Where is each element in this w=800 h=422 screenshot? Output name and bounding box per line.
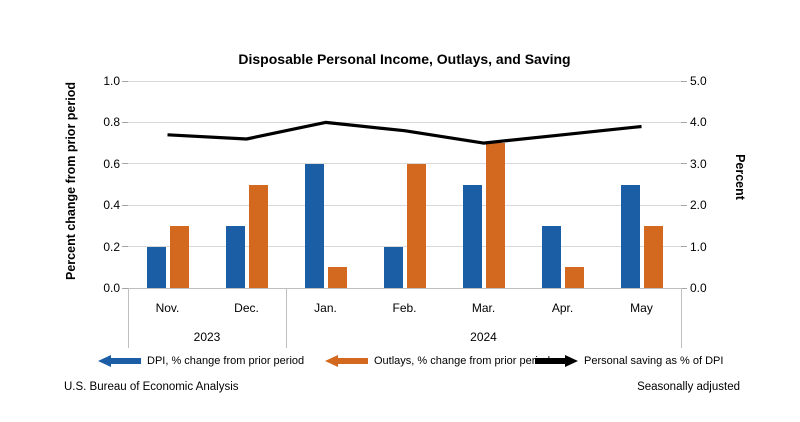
x-axis-label-jan: Jan. <box>314 301 337 315</box>
personal-saving-line <box>167 120 642 145</box>
bar-dpi-jan <box>304 163 324 288</box>
gridline <box>128 246 681 248</box>
left-axis-tick-label: 0.4 <box>103 198 120 213</box>
right-axis-tick-label: 3.0 <box>690 156 707 171</box>
bar-dpi-mar <box>462 184 482 288</box>
left-tick-mark <box>122 287 128 289</box>
bar-dpi-may <box>620 184 640 288</box>
gridline <box>128 204 681 206</box>
category-separator-1 <box>285 288 287 348</box>
chart-title: Disposable Personal Income, Outlays, and… <box>238 51 571 67</box>
left-tick-mark <box>122 204 128 206</box>
left-axis-tick-label: 0.0 <box>103 281 120 295</box>
right-axis-tick-label: 0.0 <box>690 281 707 295</box>
left-axis-tick-label: 0.6 <box>103 156 120 171</box>
bar-dpi-dec <box>225 225 245 288</box>
footer-note: Seasonally adjusted <box>637 381 740 393</box>
bar-outlays-dec <box>248 184 268 288</box>
legend-item-outlays: Outlays, % change from prior period <box>325 352 550 370</box>
right-tick-mark <box>681 287 687 289</box>
gridline <box>128 121 681 123</box>
x-axis-label-feb: Feb. <box>392 301 417 315</box>
year-label-2024: 2024 <box>470 330 497 344</box>
right-tick-mark <box>681 204 687 206</box>
category-separator-2 <box>680 288 682 348</box>
left-tick-mark <box>122 246 128 248</box>
footer-source: U.S. Bureau of Economic Analysis <box>64 381 239 393</box>
left-tick-mark <box>122 163 128 165</box>
outlays-left-arrow-icon <box>325 355 368 367</box>
legend-label-dpi: DPI, % change from prior period <box>147 355 305 367</box>
category-separator-0 <box>127 288 129 348</box>
x-axis-line <box>128 287 682 289</box>
x-axis-label-may: May <box>630 301 653 315</box>
left-axis-tick-label: 0.2 <box>103 239 120 254</box>
right-tick-mark <box>681 80 687 82</box>
right-axis-tick-label: 2.0 <box>690 198 707 213</box>
dpi-left-arrow-icon <box>98 355 141 367</box>
left-axis-tick-label: 0.8 <box>103 115 120 130</box>
bar-outlays-apr <box>564 267 584 288</box>
legend-label-outlays: Outlays, % change from prior period <box>374 355 551 367</box>
right-axis-tick-label: 5.0 <box>690 74 707 88</box>
bar-outlays-nov <box>169 225 189 288</box>
x-axis-label-dec: Dec. <box>234 301 259 315</box>
right-axis-tick-label: 4.0 <box>690 115 707 130</box>
right-tick-mark <box>681 163 687 165</box>
right-axis-tick-label: 1.0 <box>690 239 707 254</box>
bar-outlays-may <box>643 225 663 288</box>
bar-outlays-feb <box>406 163 426 288</box>
bar-dpi-nov <box>146 246 166 288</box>
right-tick-mark <box>681 121 687 123</box>
right-tick-mark <box>681 246 687 248</box>
x-axis-label-apr: Apr. <box>551 301 574 315</box>
legend-item-dpi: DPI, % change from prior period <box>98 352 304 370</box>
bar-dpi-apr <box>541 225 561 288</box>
left-tick-mark <box>122 121 128 123</box>
bar-dpi-feb <box>383 246 403 288</box>
legend-label-saving: Personal saving as % of DPI <box>584 355 724 367</box>
bar-outlays-jan <box>327 267 347 288</box>
saving-right-arrow-icon <box>535 355 578 367</box>
left-axis-tick-label: 1.0 <box>103 74 120 88</box>
x-axis-label-nov: Nov. <box>155 301 180 315</box>
gridline <box>128 163 681 165</box>
left-tick-mark <box>122 80 128 82</box>
year-label-2023: 2023 <box>193 330 221 344</box>
x-axis-label-mar: Mar. <box>471 301 496 315</box>
legend-item-saving: Personal saving as % of DPI <box>535 352 723 370</box>
gridline <box>128 80 681 82</box>
bar-outlays-mar <box>485 143 505 288</box>
